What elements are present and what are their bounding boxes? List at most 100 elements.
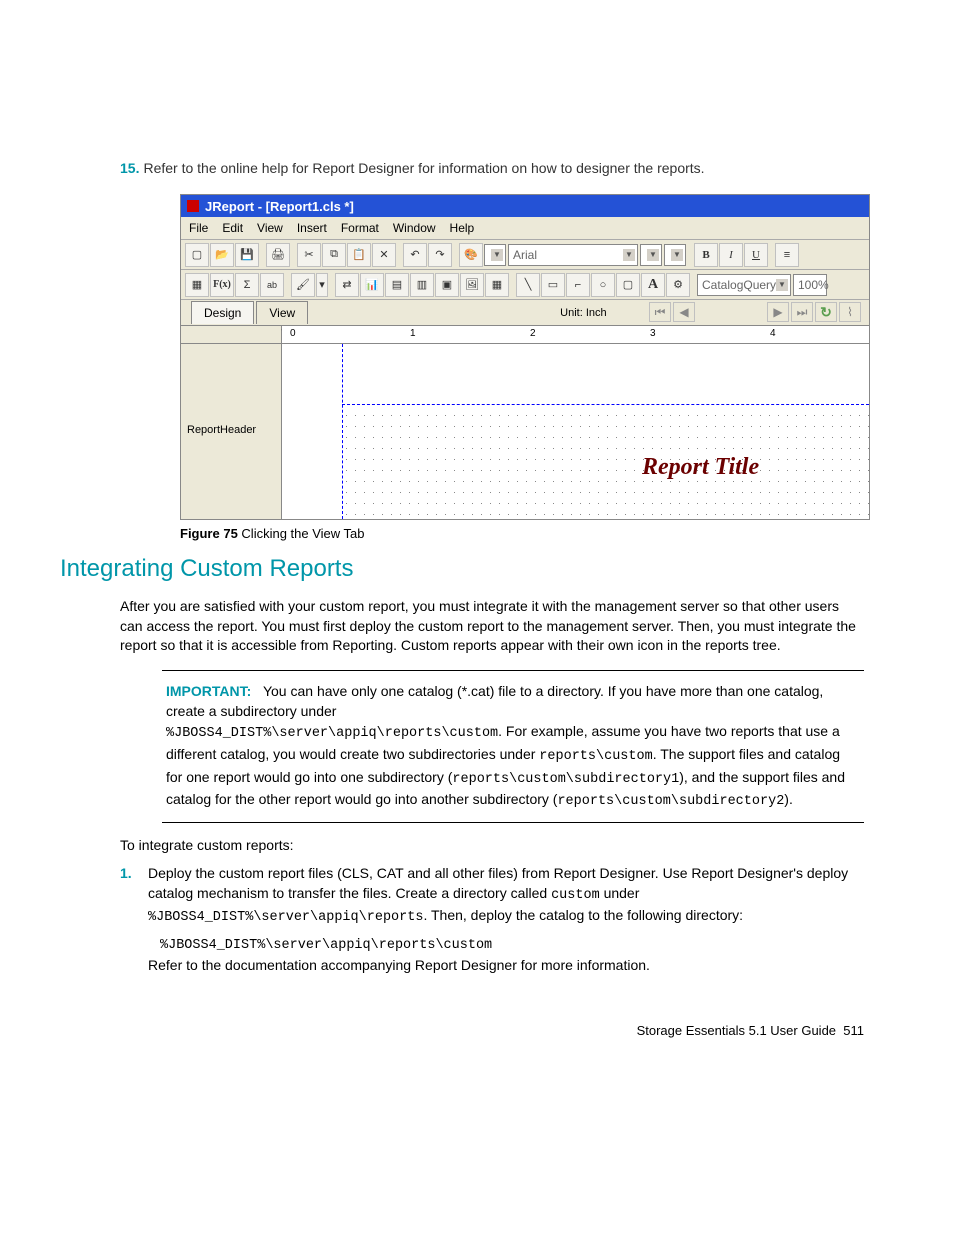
label-icon[interactable]: ab	[260, 273, 284, 297]
unknown-dropdown-1[interactable]: ▼	[484, 244, 506, 266]
design-canvas[interactable]: Report Title	[282, 344, 869, 519]
callout-seg5: ).	[784, 791, 793, 807]
delete-icon[interactable]: ✕	[372, 243, 396, 267]
nav-clean-icon[interactable]: ⌇	[839, 302, 861, 322]
canvas-row: ReportHeader Report Title	[181, 344, 869, 519]
section-heading: Integrating Custom Reports	[60, 555, 864, 583]
callout-path2: reports\custom	[539, 749, 652, 764]
tab-design[interactable]: Design	[191, 301, 254, 324]
nav-last-icon[interactable]: ⏭	[791, 302, 813, 322]
callout-path4: reports\custom\subdirectory2	[557, 794, 784, 809]
catalog-dropdown[interactable]: CatalogQuery▼	[697, 274, 791, 296]
grid-icon[interactable]: ▦	[185, 273, 209, 297]
undo-icon[interactable]: ↶	[403, 243, 427, 267]
paint-dd-icon[interactable]: ▾	[316, 273, 328, 297]
h2-icon[interactable]: ▣	[435, 273, 459, 297]
print-icon[interactable]: 🖨	[266, 243, 290, 267]
figure-caption: Figure 75 Clicking the View Tab	[180, 526, 864, 541]
fontsize-dropdown[interactable]: ▼	[640, 244, 662, 266]
panel-icon[interactable]: ▦	[485, 273, 509, 297]
step-15-number: 15.	[120, 160, 139, 176]
tab-view[interactable]: View	[256, 301, 308, 324]
section-label: ReportHeader	[181, 344, 282, 519]
step1-code1: custom	[551, 888, 600, 903]
nav-next-icon[interactable]: ▶	[767, 302, 789, 322]
cal-icon[interactable]: ▤	[385, 273, 409, 297]
footer-page: 511	[843, 1023, 864, 1038]
copy-icon[interactable]: ⧉	[322, 243, 346, 267]
save-icon[interactable]: 💾	[235, 243, 259, 267]
callout-path1: %JBOSS4_DIST%\server\appiq\reports\custo…	[166, 726, 498, 741]
sigma-icon[interactable]: Σ	[235, 273, 259, 297]
step1-after: Refer to the documentation accompanying …	[148, 957, 864, 973]
t2a-icon[interactable]: ⇄	[335, 273, 359, 297]
paste-icon[interactable]: 📋	[347, 243, 371, 267]
step1-seg1: Deploy the custom report files (CLS, CAT…	[148, 865, 848, 901]
palette-icon[interactable]: 🎨	[459, 243, 483, 267]
underline-icon[interactable]: U	[744, 243, 768, 267]
steps-intro: To integrate custom reports:	[120, 837, 864, 853]
tab-nav-row: Design View ↖ Unit: Inch ⏮ ◀ ▶ ⏭ ↻ ⌇	[181, 300, 869, 326]
jreport-menubar: File Edit View Insert Format Window Help	[181, 217, 869, 240]
step1-seg2: under	[600, 885, 640, 901]
line-icon[interactable]: ╲	[516, 273, 540, 297]
chart-icon[interactable]: 📊	[360, 273, 384, 297]
paint-icon[interactable]: 🖌	[291, 273, 315, 297]
jreport-window: JReport - [Report1.cls *] File Edit View…	[180, 194, 870, 520]
menu-insert[interactable]: Insert	[297, 221, 327, 235]
text-icon[interactable]: A	[641, 273, 665, 297]
toolbar-row-2: ▦ F(x) Σ ab 🖌 ▾ ⇄ 📊 ▤ ▥ ▣ 🖼 ▦ ╲ ▭ ⌐ ○	[181, 270, 869, 300]
align-icon[interactable]: ≡	[775, 243, 799, 267]
menu-edit[interactable]: Edit	[222, 221, 243, 235]
figure-caption-text: Clicking the View Tab	[241, 526, 364, 541]
rect-icon[interactable]: ▭	[541, 273, 565, 297]
form-icon[interactable]: ▥	[410, 273, 434, 297]
round-icon[interactable]: ▢	[616, 273, 640, 297]
new-icon[interactable]: ▢	[185, 243, 209, 267]
figure-label: Figure 75	[180, 526, 238, 541]
style-dropdown[interactable]: ▼	[664, 244, 686, 266]
corner-icon[interactable]: ⌐	[566, 273, 590, 297]
callout-path3: reports\custom\subdirectory1	[452, 772, 679, 787]
redo-icon[interactable]: ↷	[428, 243, 452, 267]
italic-icon[interactable]: I	[719, 243, 743, 267]
footer-text: Storage Essentials 5.1 User Guide	[637, 1023, 836, 1038]
fx-icon[interactable]: F(x)	[210, 273, 234, 297]
horizontal-ruler: 0 1 2 3 4	[282, 326, 869, 343]
object-icon[interactable]: ⚙	[666, 273, 690, 297]
unit-label: Unit: Inch	[560, 307, 606, 319]
report-title-placeholder: Report Title	[642, 454, 759, 481]
bold-icon[interactable]: B	[694, 243, 718, 267]
zoom-field[interactable]: 100%	[793, 274, 827, 296]
nav-refresh-icon[interactable]: ↻	[815, 302, 837, 322]
ruler-row: 0 1 2 3 4	[181, 326, 869, 344]
jreport-title: JReport - [Report1.cls *]	[205, 199, 354, 214]
menu-file[interactable]: File	[189, 221, 208, 235]
step1-codeblock: %JBOSS4_DIST%\server\appiq\reports\custo…	[160, 938, 864, 953]
callout-label: IMPORTANT:	[166, 683, 251, 699]
menu-format[interactable]: Format	[341, 221, 379, 235]
important-callout: IMPORTANT: You can have only one catalog…	[162, 670, 864, 823]
font-dropdown[interactable]: Arial▼	[508, 244, 638, 266]
step-15-text: Refer to the online help for Report Desi…	[143, 160, 704, 176]
menu-window[interactable]: Window	[393, 221, 436, 235]
step-1-number: 1.	[120, 863, 148, 928]
jreport-titlebar: JReport - [Report1.cls *]	[181, 195, 869, 217]
step-15-line: 15.Refer to the online help for Report D…	[120, 160, 864, 176]
page-footer: Storage Essentials 5.1 User Guide 511	[120, 1023, 864, 1038]
jreport-icon	[187, 200, 199, 212]
step1-seg3: . Then, deploy the catalog to the follow…	[423, 907, 743, 923]
toolbar-row-1: ▢ 📂 💾 🖨 ✂ ⧉ 📋 ✕ ↶ ↷ 🎨 ▼ Arial▼ ▼ ▼	[181, 240, 869, 270]
intro-paragraph: After you are satisfied with your custom…	[120, 597, 864, 656]
img-icon[interactable]: 🖼	[460, 273, 484, 297]
nav-first-icon[interactable]: ⏮	[649, 302, 671, 322]
menu-view[interactable]: View	[257, 221, 283, 235]
step-1: 1. Deploy the custom report files (CLS, …	[120, 863, 864, 928]
oval-icon[interactable]: ○	[591, 273, 615, 297]
nav-prev-icon[interactable]: ◀	[673, 302, 695, 322]
callout-seg1: You can have only one catalog (*.cat) fi…	[166, 683, 823, 719]
open-icon[interactable]: 📂	[210, 243, 234, 267]
menu-help[interactable]: Help	[450, 221, 475, 235]
step1-code2: %JBOSS4_DIST%\server\appiq\reports	[148, 910, 423, 925]
cut-icon[interactable]: ✂	[297, 243, 321, 267]
